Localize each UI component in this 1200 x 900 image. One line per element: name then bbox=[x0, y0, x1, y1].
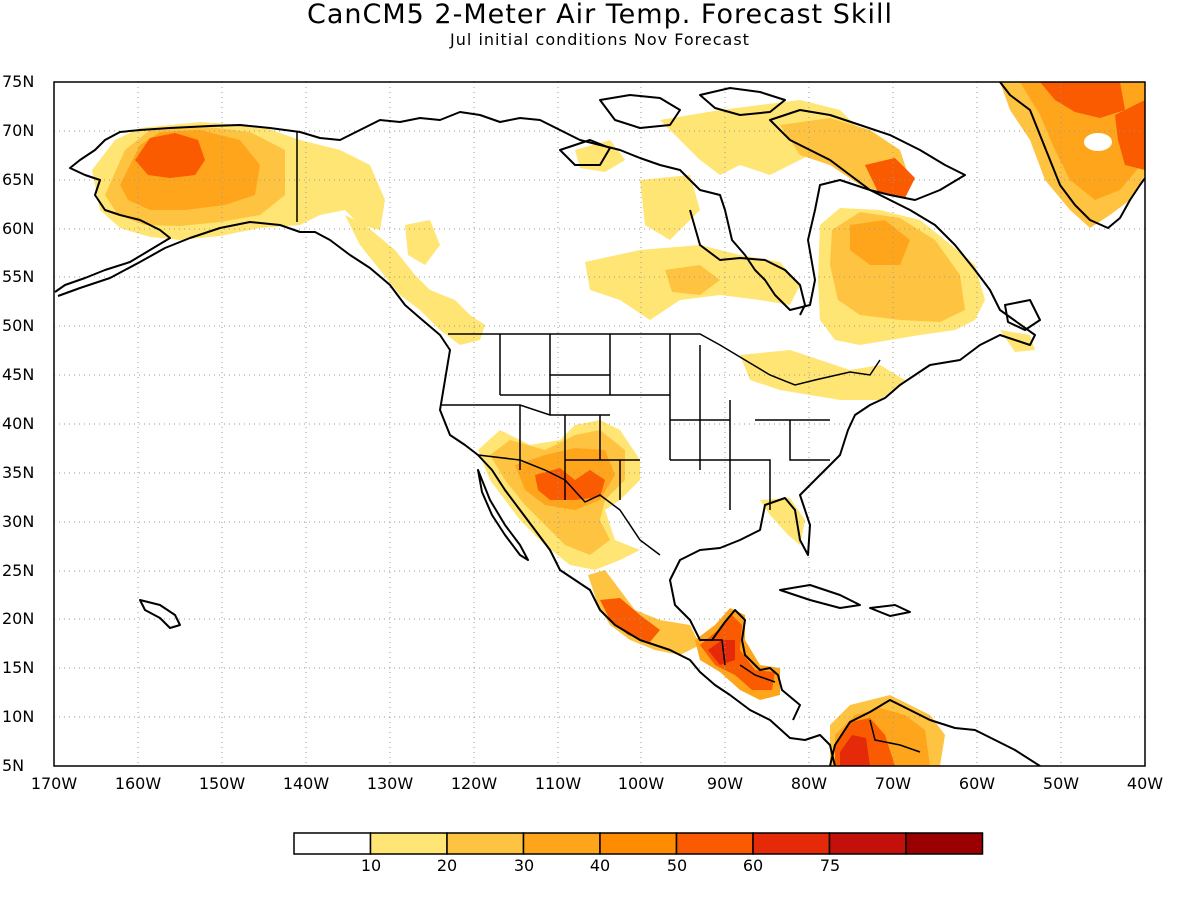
skill-region-south-america-peak bbox=[840, 735, 870, 766]
lat-label-20n: 20N bbox=[2, 609, 35, 628]
skill-region-nunavut bbox=[640, 175, 700, 240]
coastline-baja bbox=[477, 469, 529, 561]
coastline-hawaii bbox=[139, 599, 181, 629]
coastline-islands-3 bbox=[559, 139, 611, 166]
coastline-south-america bbox=[829, 699, 1041, 766]
skill-region-greenland-core bbox=[1040, 82, 1125, 118]
skill-region-arctic-islands bbox=[660, 100, 860, 175]
colorbar-label-60: 60 bbox=[742, 856, 764, 875]
skill-region-great-lakes bbox=[740, 350, 905, 400]
lon-label-80w: 80W bbox=[790, 774, 828, 793]
lat-label-10n: 10N bbox=[2, 707, 35, 726]
colorbar-label-10: 10 bbox=[360, 856, 382, 875]
coastlines bbox=[54, 82, 1145, 766]
colorbar-swatch bbox=[752, 832, 831, 855]
lat-label-55n: 55N bbox=[2, 267, 35, 286]
skill-region-bc-inland bbox=[405, 220, 440, 265]
lon-label-90w: 90W bbox=[706, 774, 744, 793]
skill-region-mexico-outer bbox=[588, 570, 700, 655]
lat-label-15n: 15N bbox=[2, 658, 35, 677]
lon-label-170w: 170W bbox=[30, 774, 78, 793]
colorbar-swatch bbox=[599, 832, 678, 855]
skill-region-greenland-hole bbox=[1084, 133, 1112, 151]
skill-region-southwest-core bbox=[535, 468, 605, 500]
lat-label-65n: 65N bbox=[2, 170, 35, 189]
map-subtitle: Jul initial conditions Nov Forecast bbox=[450, 30, 750, 49]
colorbar-label-50: 50 bbox=[666, 856, 688, 875]
coastline-hudson-bay bbox=[689, 209, 806, 316]
map-frame bbox=[53, 81, 1146, 767]
lon-label-150w: 150W bbox=[198, 774, 246, 793]
lat-label-70n: 70N bbox=[2, 121, 35, 140]
lat-label-50n: 50N bbox=[2, 316, 35, 335]
colorbar-swatch bbox=[828, 832, 907, 855]
coastline-islands-2 bbox=[699, 87, 786, 116]
lon-label-40w: 40W bbox=[1126, 774, 1164, 793]
colorbar-swatch bbox=[522, 832, 601, 855]
colorbar-swatch bbox=[293, 832, 372, 855]
lat-label-45n: 45N bbox=[2, 365, 35, 384]
lon-label-70w: 70W bbox=[874, 774, 912, 793]
skill-region-central-america-high bbox=[700, 615, 775, 690]
coastline-newfoundland bbox=[1004, 299, 1041, 331]
lon-label-50w: 50W bbox=[1042, 774, 1080, 793]
political-borders bbox=[296, 132, 921, 753]
lat-label-40n: 40N bbox=[2, 414, 35, 433]
skill-region-hudson-west-mid bbox=[665, 265, 720, 295]
border-colombia-venezuela bbox=[869, 719, 921, 753]
lon-label-160w: 160W bbox=[114, 774, 162, 793]
border-central-america bbox=[705, 639, 776, 683]
colorbar-label-30: 30 bbox=[513, 856, 535, 875]
coastline-greenland bbox=[999, 82, 1145, 229]
colorbar-label-20: 20 bbox=[436, 856, 458, 875]
colorbar-label-40: 40 bbox=[589, 856, 611, 875]
lon-label-120w: 120W bbox=[450, 774, 498, 793]
skill-region-baffin-high bbox=[865, 158, 915, 198]
border-us-canada bbox=[448, 333, 881, 386]
lon-label-130w: 130W bbox=[366, 774, 414, 793]
lat-label-30n: 30N bbox=[2, 512, 35, 531]
skill-region-alaska-core bbox=[135, 133, 205, 178]
coastline-cuba bbox=[779, 584, 861, 609]
border-states bbox=[440, 334, 830, 510]
coastline-hispaniola bbox=[869, 604, 911, 617]
lat-label-75n: 75N bbox=[2, 72, 35, 91]
lon-label-100w: 100W bbox=[617, 774, 665, 793]
colorbar-swatch bbox=[905, 832, 984, 855]
colorbar-swatch bbox=[675, 832, 754, 855]
colorbar bbox=[293, 832, 984, 855]
lat-label-35n: 35N bbox=[2, 463, 35, 482]
skill-region-mexico-high bbox=[600, 598, 660, 642]
skill-region-central-america-core bbox=[708, 640, 735, 665]
coastline-baffin bbox=[769, 109, 966, 201]
skill-region-greenland-east bbox=[1115, 100, 1145, 170]
lon-label-110w: 110W bbox=[534, 774, 582, 793]
lat-label-60n: 60N bbox=[2, 219, 35, 238]
border-us-mexico bbox=[477, 454, 661, 556]
colorbar-label-75: 75 bbox=[819, 856, 841, 875]
skill-region-quebec-high bbox=[850, 220, 910, 265]
lat-label-25n: 25N bbox=[2, 561, 35, 580]
coastline-islands-1 bbox=[599, 94, 681, 129]
skill-region-bc-coast bbox=[345, 215, 485, 345]
lat-label-5n: 5N bbox=[2, 756, 25, 775]
map-title: CanCM5 2-Meter Air Temp. Forecast Skill bbox=[306, 0, 893, 30]
lon-label-140w: 140W bbox=[282, 774, 330, 793]
skill-shading bbox=[92, 82, 1145, 766]
colorbar-swatch bbox=[446, 832, 525, 855]
lon-label-60w: 60W bbox=[958, 774, 996, 793]
colorbar-swatch bbox=[369, 832, 448, 855]
